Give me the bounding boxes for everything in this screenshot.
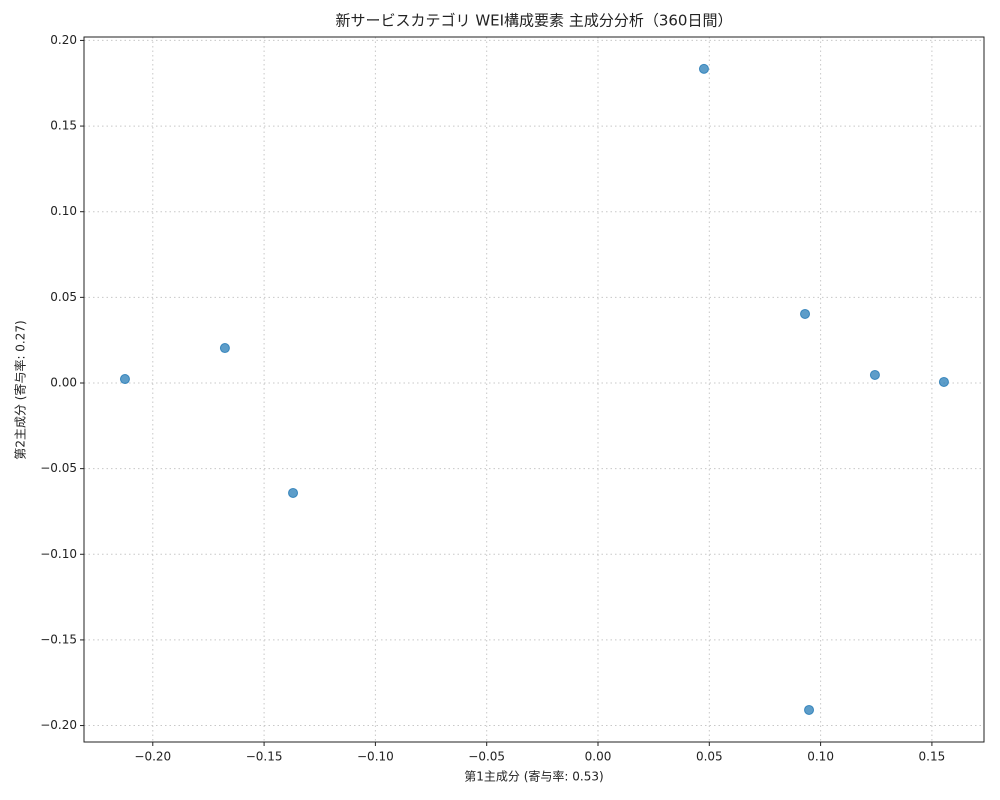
y-tick-label: 0.05 xyxy=(50,290,77,304)
point xyxy=(288,487,299,498)
x-tick-label: −0.20 xyxy=(134,750,171,764)
point xyxy=(698,63,709,74)
x-tick-label: 0.05 xyxy=(696,750,723,764)
plot-frame xyxy=(83,36,985,743)
y-axis-label: 第2主成分 (寄与率: 0.27) xyxy=(13,320,28,459)
y-tick-label: 0.10 xyxy=(50,204,77,218)
x-axis-label: 第1主成分 (寄与率: 0.53) xyxy=(464,769,603,784)
x-tick-label: 0.15 xyxy=(919,750,946,764)
point xyxy=(119,374,130,385)
point xyxy=(938,376,949,387)
x-tick-label: −0.15 xyxy=(246,750,283,764)
x-tick-label: −0.10 xyxy=(357,750,394,764)
chart-title: 新サービスカテゴリ WEI構成要素 主成分分析（360日間） xyxy=(336,12,733,30)
y-tick-label: −0.15 xyxy=(40,632,77,646)
x-tick-label: 0.10 xyxy=(807,750,834,764)
y-tick-label: 0.20 xyxy=(50,33,77,47)
y-tick-label: −0.10 xyxy=(40,547,77,561)
y-tick-label: −0.20 xyxy=(40,718,77,732)
x-tick-label: 0.00 xyxy=(585,750,612,764)
y-tick-label: 0.00 xyxy=(50,375,77,389)
point xyxy=(804,704,815,715)
y-tick-label: 0.15 xyxy=(50,119,77,133)
point xyxy=(869,369,880,380)
point xyxy=(800,308,811,319)
point xyxy=(219,343,230,354)
x-tick-label: −0.05 xyxy=(468,750,505,764)
y-tick-label: −0.05 xyxy=(40,461,77,475)
